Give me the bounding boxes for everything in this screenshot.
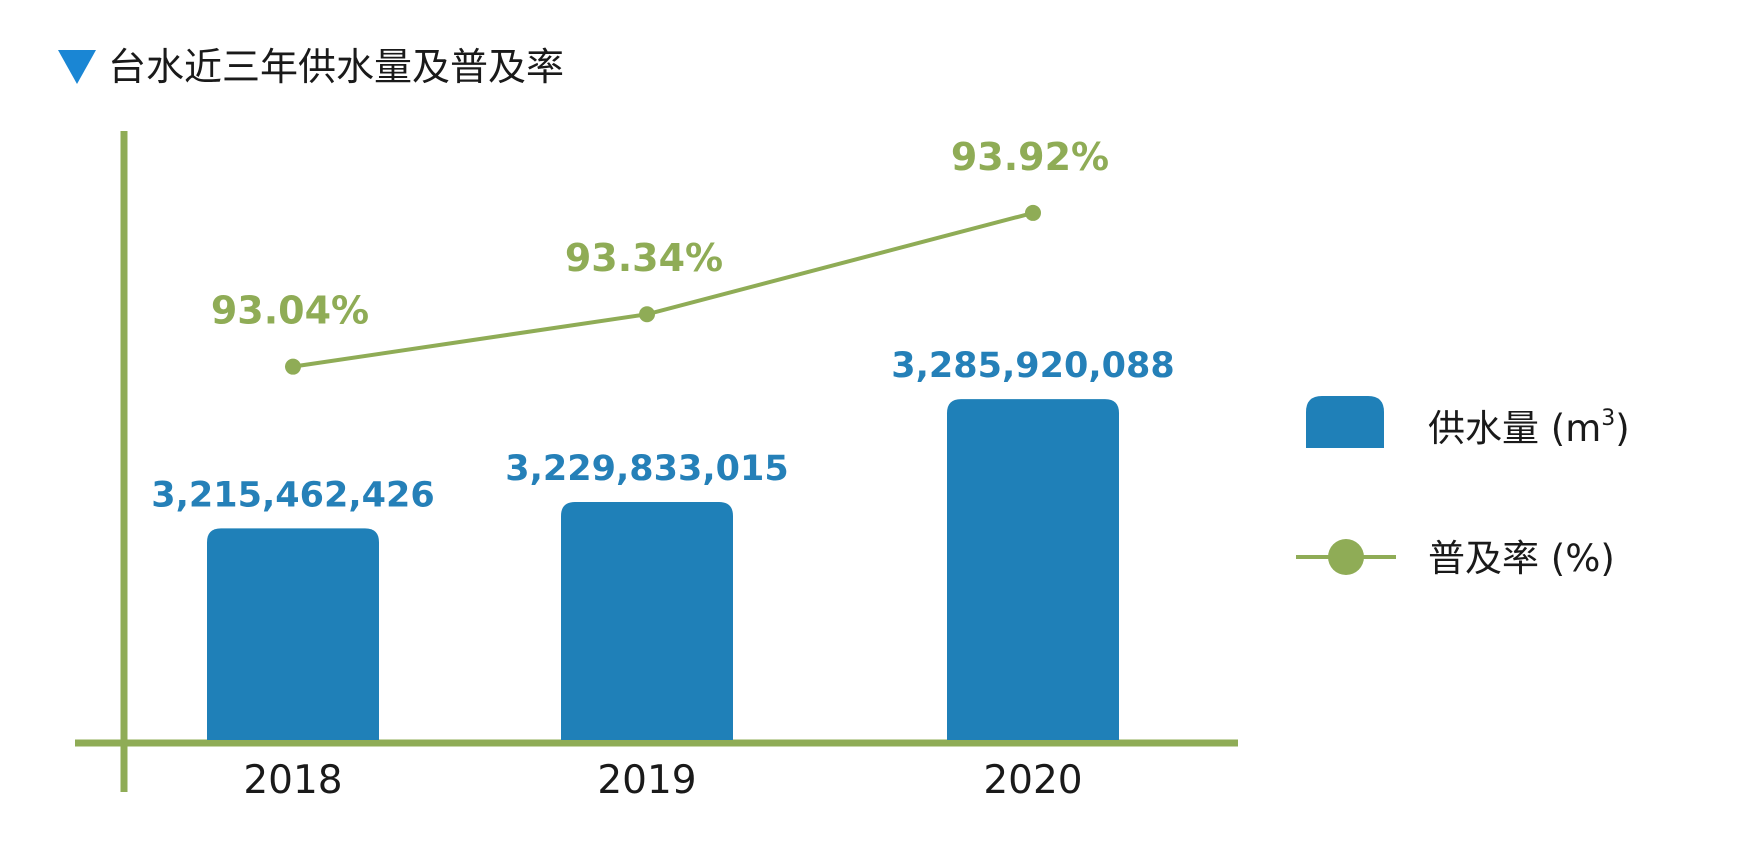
- line-value-label-2019: 93.34%: [565, 236, 723, 280]
- labels-layer: 3,215,462,426 3,229,833,015 3,285,920,088 9…: [151, 135, 1174, 515]
- legend-bar-close-paren: ): [1615, 407, 1629, 450]
- legend-bar-label: 供水量 (m3): [1428, 406, 1630, 450]
- bar-value-label-2018: 3,215,462,426: [151, 475, 434, 515]
- x-tick-label-2020: 2020: [983, 758, 1082, 803]
- legend-bar-open-paren: (: [1551, 407, 1565, 450]
- legend-line-unit: %: [1565, 537, 1600, 580]
- x-tick-label-2019: 2019: [597, 758, 696, 803]
- legend-line-open-paren: (: [1551, 537, 1565, 580]
- line-layer: [285, 204, 1041, 375]
- legend-bar-unit: m: [1565, 407, 1601, 450]
- bar-2020: [947, 399, 1119, 740]
- line-point-2019: [639, 306, 655, 323]
- bar-2019: [561, 501, 733, 740]
- x-tick-label-2018: 2018: [243, 758, 342, 803]
- ticks-layer: 2018 2019 2020: [243, 758, 1082, 803]
- legend-item-line: 普及率 (%): [1296, 537, 1615, 580]
- line-value-label-2018: 93.04%: [211, 289, 369, 333]
- line-point-2018: [285, 358, 301, 375]
- legend-line-close-paren: ): [1600, 537, 1614, 580]
- legend-bar-unit-superscript: 3: [1601, 406, 1615, 431]
- line-point-2020: [1025, 204, 1041, 221]
- legend-bar-series-name: 供水量: [1428, 407, 1539, 450]
- bar-value-label-2019: 3,229,833,015: [505, 449, 788, 489]
- legend: 供水量 (m3) 普及率 (%): [1296, 396, 1630, 580]
- legend-line-marker-icon: [1328, 539, 1364, 575]
- bar-value-label-2020: 3,285,920,088: [891, 346, 1174, 386]
- legend-line-series-name: 普及率: [1428, 537, 1539, 580]
- legend-bar-swatch-icon: [1306, 396, 1384, 448]
- bars-layer: [207, 399, 1119, 740]
- line-value-label-2020: 93.92%: [951, 135, 1109, 179]
- chart-title: 台水近三年供水量及普及率: [108, 45, 564, 89]
- legend-item-bar: 供水量 (m3): [1306, 396, 1630, 450]
- legend-line-label: 普及率 (%): [1428, 537, 1615, 580]
- bar-2018: [207, 528, 379, 740]
- title-marker-icon: [58, 50, 96, 84]
